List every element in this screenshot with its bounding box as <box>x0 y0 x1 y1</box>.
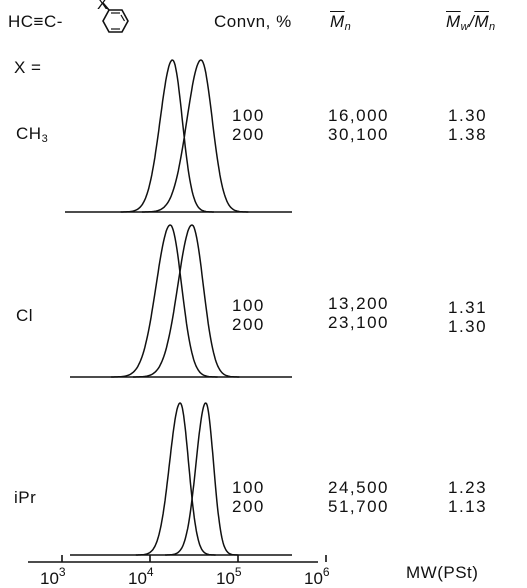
panel1-convn: 100 200 <box>232 106 265 144</box>
panel3-mn-row1: 24,500 <box>328 478 389 497</box>
col-mn-header: Mn <box>330 12 351 33</box>
panel1-mn-row2: 30,100 <box>328 125 389 144</box>
panel3-convn: 100 200 <box>232 478 265 516</box>
x-tick-label-4: 104 <box>128 565 154 588</box>
gpc-curve-panel1-conv200 <box>141 59 249 213</box>
mw-symbol: M <box>446 12 461 31</box>
col-convn-header: Convn, % <box>214 12 292 31</box>
panel2-mn-row1: 13,200 <box>328 294 389 313</box>
mn-symbol: M <box>330 12 345 31</box>
gpc-curve-panel1-conv100 <box>120 59 214 213</box>
panel2-convn-row1: 100 <box>232 296 265 315</box>
panel2-convn: 100 200 <box>232 296 265 334</box>
x-tick-label-3: 103 <box>40 565 66 588</box>
panel1-mn: 16,000 30,100 <box>328 106 389 144</box>
x-equals-label: X = <box>14 58 42 77</box>
x-axis-label: MW(PSt) <box>406 563 479 582</box>
panel1-convn-row2: 200 <box>232 125 265 144</box>
panel2-convn-row2: 200 <box>232 315 265 334</box>
mw-subscript: w <box>460 21 470 33</box>
panel1-pdi-row2: 1.38 <box>448 125 488 144</box>
panel2-mn-row2: 23,100 <box>328 313 389 332</box>
panel-label-ch3: CH3 <box>16 124 48 145</box>
mn2-symbol: M <box>474 12 490 31</box>
panel2-pdi-row1: 1.31 <box>448 298 488 317</box>
panel-label-cl-main: Cl <box>16 306 34 325</box>
panel3-mn-row2: 51,700 <box>328 497 389 516</box>
panel-label-ch3-main: CH <box>16 124 42 143</box>
panel-label-ch3-sub: 3 <box>41 133 49 145</box>
panel1-mn-row1: 16,000 <box>328 106 389 125</box>
gpc-curve-panel3-conv200 <box>165 402 239 556</box>
panel2-pdi: 1.31 1.30 <box>448 298 487 336</box>
pdi-slash: / <box>469 12 475 31</box>
monomer-formula: HC≡C- <box>8 12 63 32</box>
mn2-subscript: n <box>489 21 496 33</box>
panel3-mn: 24,500 51,700 <box>328 478 389 516</box>
gpc-curve-panel3-conv100 <box>135 402 216 556</box>
panel-label-ipr: iPr <box>14 488 36 508</box>
x-tick-label-5: 105 <box>216 565 242 588</box>
panel2-mn: 13,200 23,100 <box>328 294 389 332</box>
substituent-x-label: X <box>97 0 109 13</box>
col-pdi-header: Mw/Mn <box>446 12 496 33</box>
panel2-pdi-row2: 1.30 <box>448 317 488 336</box>
monomer-formula-text: HC≡C- <box>8 12 63 31</box>
panel3-convn-row1: 100 <box>232 478 265 497</box>
panel1-pdi-row1: 1.30 <box>448 106 488 125</box>
phenyl-ring-structure <box>102 2 129 33</box>
x-tick-label-6: 106 <box>304 565 330 588</box>
panel3-pdi-row2: 1.13 <box>448 497 488 516</box>
panel-label-cl: Cl <box>16 306 33 326</box>
panel3-pdi: 1.23 1.13 <box>448 478 487 516</box>
panel1-convn-row1: 100 <box>232 106 265 125</box>
mn-subscript: n <box>344 21 352 33</box>
gpc-curve-panel2-conv100 <box>111 224 218 378</box>
panel-label-ipr-main: iPr <box>14 488 37 507</box>
gpc-curve-panel2-conv200 <box>132 224 240 378</box>
panel3-convn-row2: 200 <box>232 497 265 516</box>
panel1-pdi: 1.30 1.38 <box>448 106 487 144</box>
panel3-pdi-row1: 1.23 <box>448 478 488 497</box>
